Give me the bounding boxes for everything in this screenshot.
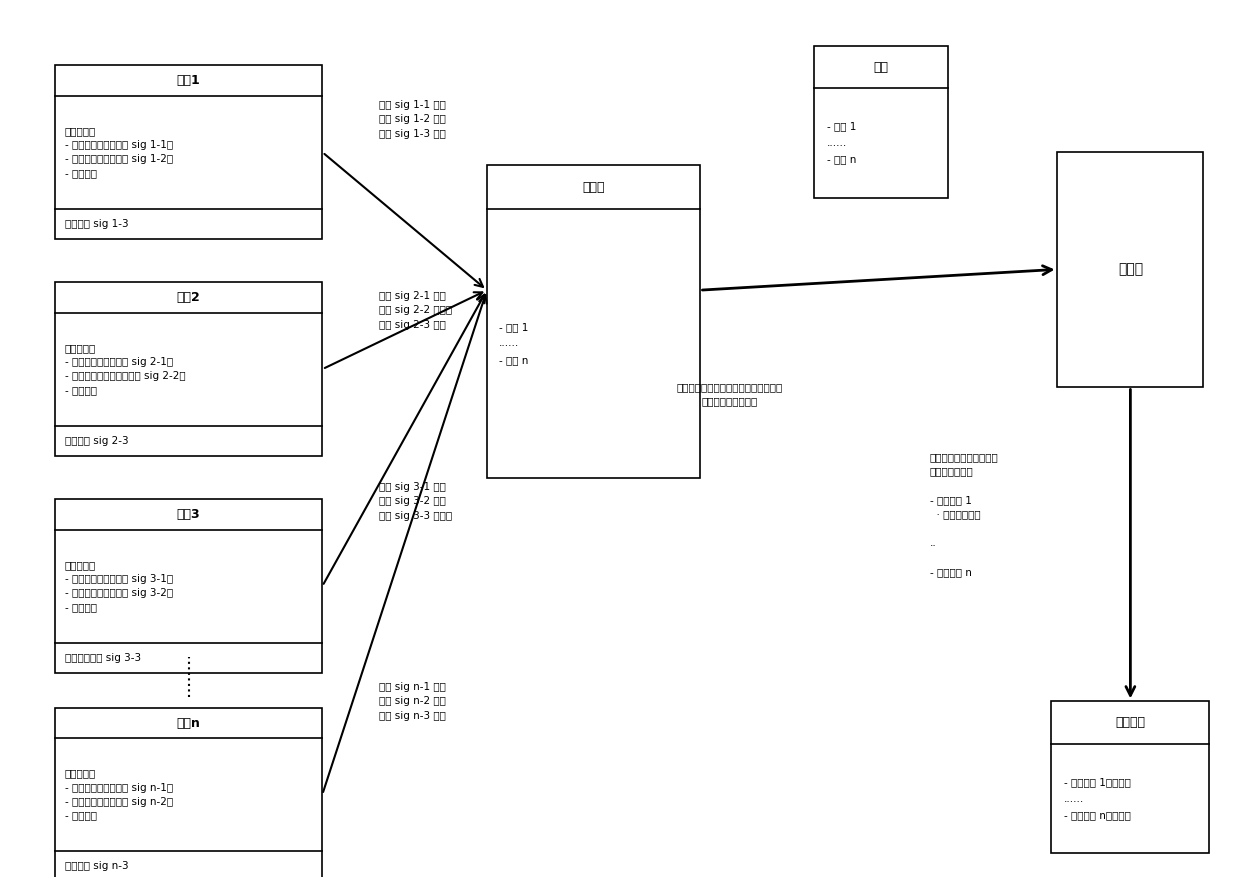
Bar	[55, 283, 322, 456]
Text: 区块: 区块	[874, 60, 889, 74]
Text: 区块回执: 区块回执	[1116, 716, 1146, 729]
Text: 交易签名 sig n-3: 交易签名 sig n-3	[64, 861, 128, 871]
Text: 非法交易签名 sig 3-3: 非法交易签名 sig 3-3	[64, 653, 141, 663]
Text: 交易池: 交易池	[582, 181, 605, 193]
Text: 交易n: 交易n	[176, 717, 201, 729]
Bar	[815, 46, 949, 198]
Text: 交易池将校验通过的交易打包成区块，
交给虚拟机进行执行: 交易池将校验通过的交易打包成区块， 交给虚拟机进行执行	[676, 382, 782, 407]
Text: - 交易 1
......
- 交易 n: - 交易 1 ...... - 交易 n	[498, 322, 528, 365]
Text: 虚拟机按顺序执行交易，
生成区块回执：

- 执行交易 1
  · 执行其它逻辑

..

- 执行交易 n: 虚拟机按顺序执行交易， 生成区块回执： - 执行交易 1 · 执行其它逻辑 ..…	[930, 452, 998, 577]
Bar	[55, 708, 322, 882]
Text: 交易内容：
- 买入订单（包含签名 sig n-1）
- 卖出订单（包含签名 sig n-2）
- 撮合结果: 交易内容： - 买入订单（包含签名 sig n-1） - 卖出订单（包含签名 s…	[64, 769, 172, 820]
Text: 校验 sig n-1 通过
校验 sig n-2 通过
校验 sig n-3 通过: 校验 sig n-1 通过 校验 sig n-2 通过 校验 sig n-3 通…	[379, 682, 446, 720]
Text: 交易2: 交易2	[177, 291, 201, 304]
Text: 交易3: 交易3	[177, 509, 201, 521]
Bar	[1058, 152, 1203, 386]
Text: 校验 sig 1-1 通过
校验 sig 1-2 通过
校验 sig 1-3 通过: 校验 sig 1-1 通过 校验 sig 1-2 通过 校验 sig 1-3 通…	[379, 100, 446, 139]
Bar	[55, 500, 322, 673]
Text: 交易签名 sig 2-3: 交易签名 sig 2-3	[64, 436, 128, 446]
Text: - 交易回执 1（成功）
......
- 交易回执 n（成功）: - 交易回执 1（成功） ...... - 交易回执 n（成功）	[1064, 777, 1131, 820]
Text: 交易签名 sig 1-3: 交易签名 sig 1-3	[64, 219, 128, 229]
Bar	[55, 66, 322, 239]
Bar	[487, 165, 699, 478]
Bar	[1052, 702, 1209, 853]
Text: 校验 sig 2-1 通过
校验 sig 2-2 未通过
校验 sig 2-3 通过: 校验 sig 2-1 通过 校验 sig 2-2 未通过 校验 sig 2-3 …	[379, 291, 453, 330]
Text: 交易内容：
- 买入订单（包含签名 sig 2-1）
- 卖出订单（包含非法签名 sig 2-2）
- 撮合结果: 交易内容： - 买入订单（包含签名 sig 2-1） - 卖出订单（包含非法签名…	[64, 343, 185, 395]
Text: 交易内容：
- 买入订单（包含签名 sig 1-1）
- 卖出订单（包含签名 sig 1-2）
- 撮合结果: 交易内容： - 买入订单（包含签名 sig 1-1） - 卖出订单（包含签名 s…	[64, 126, 172, 178]
Text: 交易内容：
- 买入订单（包含签名 sig 3-1）
- 卖出订单（包含签名 sig 3-2）
- 撮合结果: 交易内容： - 买入订单（包含签名 sig 3-1） - 卖出订单（包含签名 s…	[64, 560, 172, 612]
Text: 交易1: 交易1	[177, 74, 201, 87]
Text: 虚拟机: 虚拟机	[1117, 262, 1143, 276]
Text: - 交易 1
......
- 交易 n: - 交易 1 ...... - 交易 n	[827, 121, 856, 165]
Text: 校验 sig 3-1 通过
校验 sig 3-2 通过
校验 sig 3-3 未通过: 校验 sig 3-1 通过 校验 sig 3-2 通过 校验 sig 3-3 未…	[379, 482, 453, 521]
